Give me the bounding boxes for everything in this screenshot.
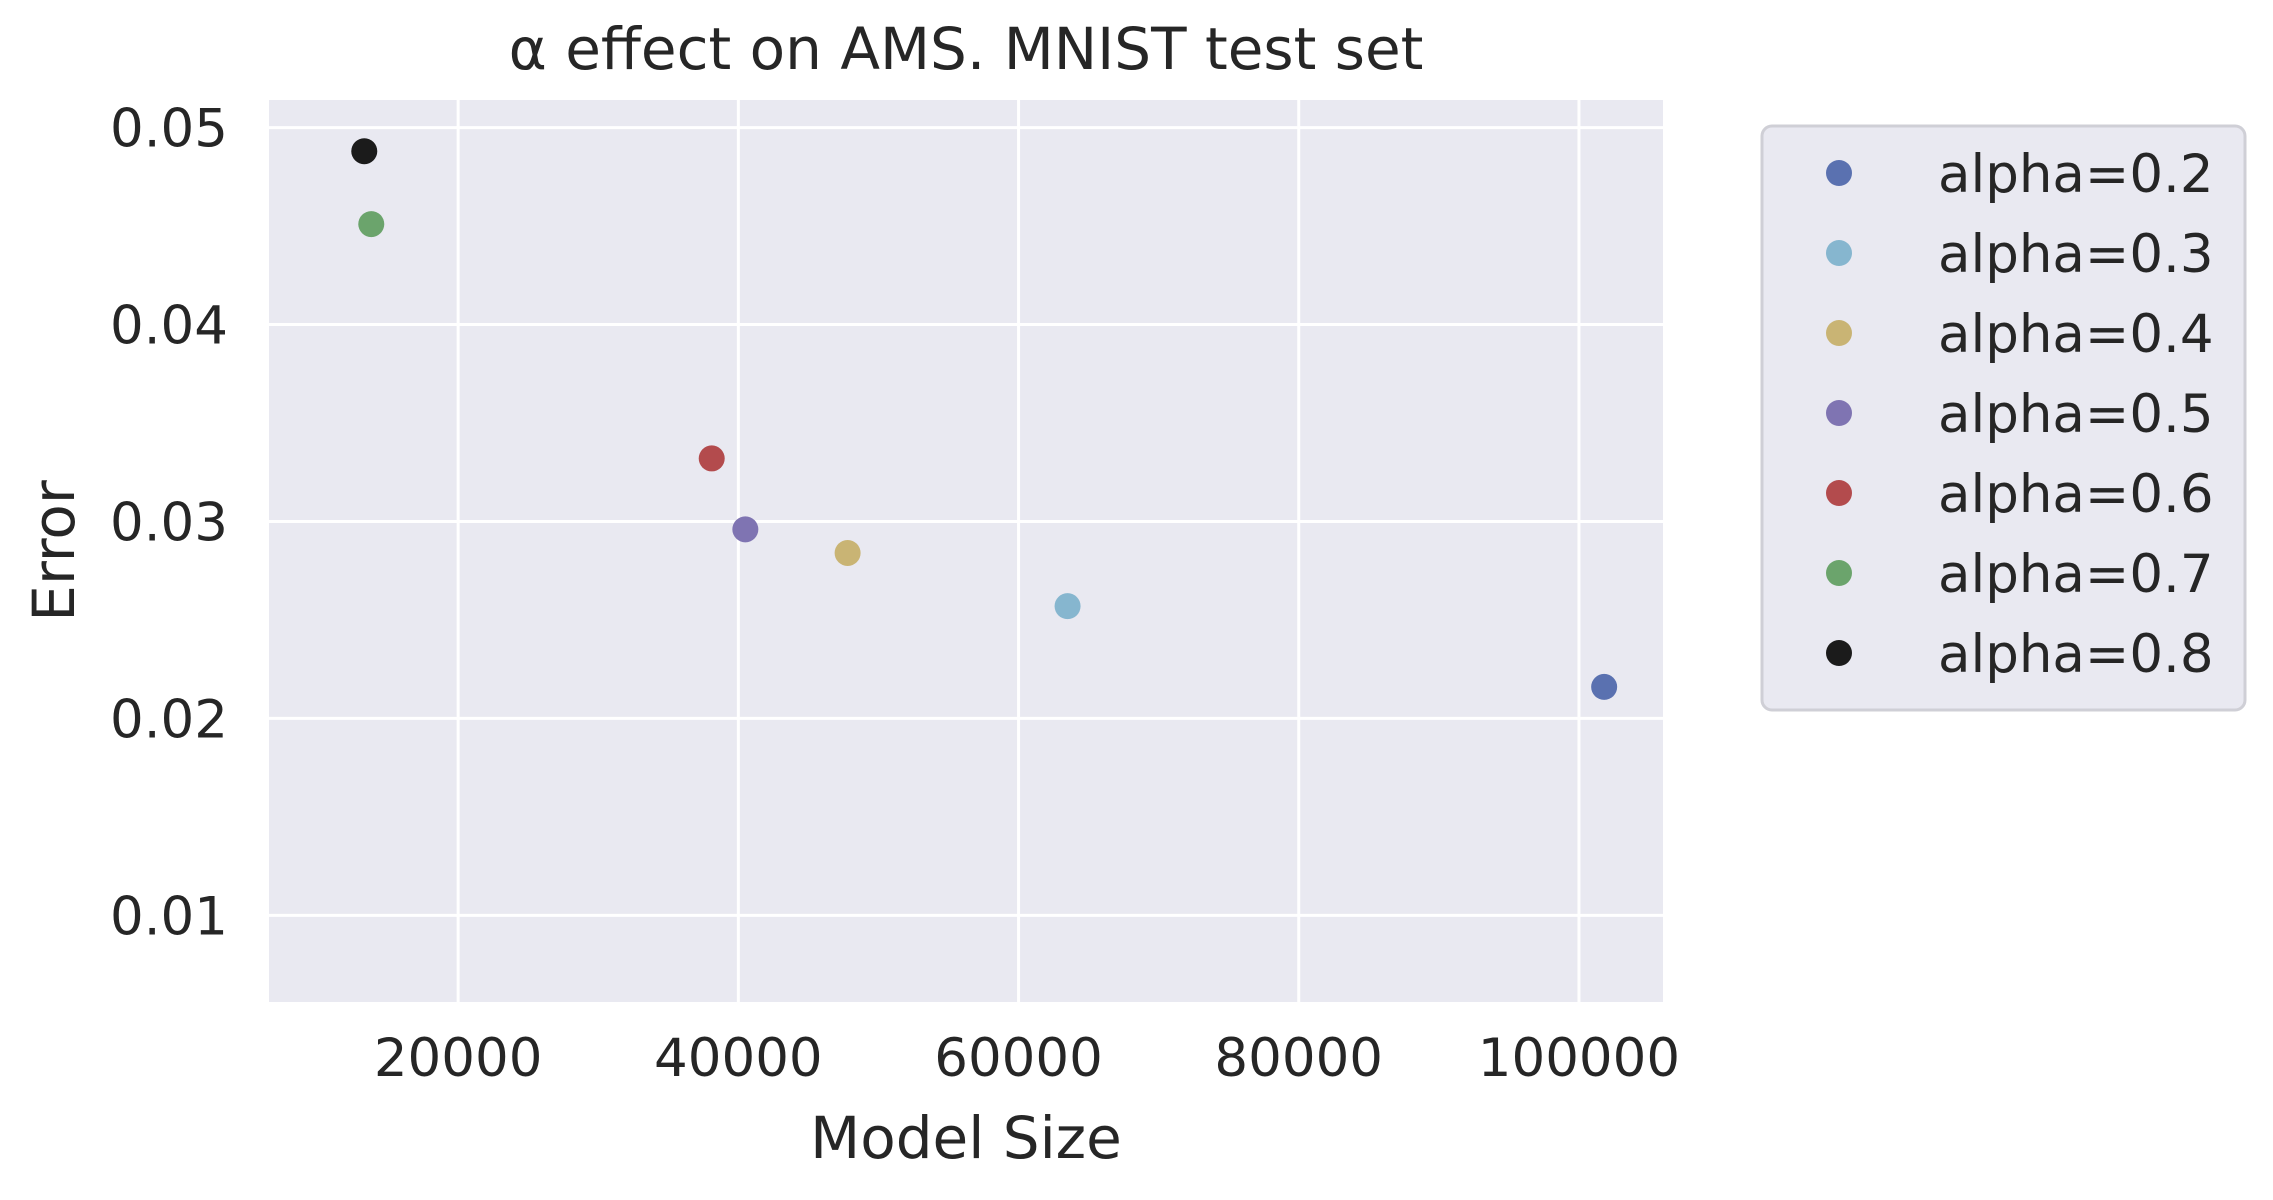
data-point-alpha-0-5 [732, 516, 759, 543]
legend-marker [1826, 400, 1852, 426]
data-points [351, 138, 1618, 700]
legend-label: alpha=0.3 [1938, 224, 2214, 285]
legend-label: alpha=0.4 [1938, 304, 2214, 365]
plot-area [269, 100, 1663, 1002]
y-tick-label: 0.05 [110, 99, 228, 160]
chart-title: α effect on AMS. MNIST test set [509, 15, 1424, 83]
legend-marker [1826, 480, 1852, 506]
legend-label: alpha=0.6 [1938, 464, 2214, 525]
y-axis-ticks: 0.01 0.02 0.03 0.04 0.05 [110, 99, 228, 948]
data-point-alpha-0-8 [351, 138, 378, 165]
x-tick-label: 100000 [1478, 1028, 1680, 1089]
y-tick-label: 0.02 [110, 689, 228, 750]
legend-marker [1826, 320, 1852, 346]
legend-marker [1826, 640, 1852, 666]
y-tick-label: 0.03 [110, 492, 228, 553]
legend-label: alpha=0.2 [1938, 144, 2214, 205]
grid-lines [269, 100, 1663, 1002]
legend-label: alpha=0.5 [1938, 384, 2214, 445]
legend-box [1760, 124, 2247, 712]
data-point-alpha-0-6 [698, 445, 725, 472]
legend-marker [1826, 240, 1852, 266]
legend-label: alpha=0.7 [1938, 544, 2214, 605]
x-axis-label: Model Size [810, 1104, 1122, 1172]
x-tick-label: 20000 [374, 1028, 543, 1089]
x-tick-label: 80000 [1214, 1028, 1383, 1089]
x-tick-label: 40000 [654, 1028, 823, 1089]
y-axis-label: Error [20, 480, 88, 622]
data-point-alpha-0-3 [1054, 593, 1081, 620]
y-tick-label: 0.04 [110, 296, 228, 357]
data-point-alpha-0-2 [1591, 673, 1618, 700]
legend-marker [1826, 160, 1852, 186]
legend: alpha=0.2 alpha=0.3 alpha=0.4 alpha=0.5 alph… [1760, 124, 2247, 712]
y-tick-label: 0.01 [110, 886, 228, 947]
legend-marker [1826, 560, 1852, 586]
x-tick-label: 60000 [934, 1028, 1103, 1089]
data-point-alpha-0-4 [834, 539, 861, 566]
legend-label: alpha=0.8 [1938, 624, 2214, 685]
data-point-alpha-0-7 [358, 211, 385, 238]
x-axis-ticks: 20000 40000 60000 80000 100000 [374, 1028, 1680, 1089]
